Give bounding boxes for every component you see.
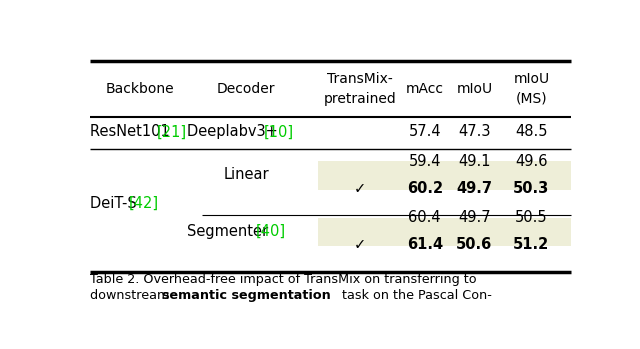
Text: Backbone: Backbone (105, 82, 174, 96)
Text: TransMix-
pretrained: TransMix- pretrained (324, 72, 397, 106)
Text: ✓: ✓ (354, 237, 366, 252)
Text: ResNet101: ResNet101 (90, 124, 174, 139)
Text: DeiT-S: DeiT-S (90, 196, 141, 211)
Text: 60.2: 60.2 (406, 181, 443, 196)
Text: mIoU: mIoU (456, 82, 492, 96)
Text: Segmenter: Segmenter (187, 224, 273, 239)
Text: 59.4: 59.4 (408, 154, 441, 169)
Text: [40]: [40] (256, 224, 286, 239)
Text: Linear: Linear (223, 168, 269, 183)
Text: 51.2: 51.2 (513, 237, 550, 252)
Text: semantic segmentation: semantic segmentation (162, 289, 331, 302)
Text: [10]: [10] (264, 124, 294, 139)
Text: 50.3: 50.3 (513, 181, 550, 196)
Text: 50.5: 50.5 (515, 210, 548, 225)
Text: [21]: [21] (157, 124, 187, 139)
Text: task on the Pascal Con-: task on the Pascal Con- (338, 289, 492, 302)
Text: 48.5: 48.5 (515, 124, 548, 139)
Text: Table 2. Overhead-free impact of TransMix on transferring to: Table 2. Overhead-free impact of TransMi… (90, 273, 477, 286)
Text: 49.7: 49.7 (458, 210, 491, 225)
Text: ✓: ✓ (354, 181, 366, 196)
Text: 49.1: 49.1 (458, 154, 491, 169)
Text: 57.4: 57.4 (408, 124, 441, 139)
Text: 49.7: 49.7 (456, 181, 492, 196)
Text: 49.6: 49.6 (515, 154, 548, 169)
Text: Decoder: Decoder (217, 82, 275, 96)
Text: 61.4: 61.4 (406, 237, 443, 252)
Text: 50.6: 50.6 (456, 237, 492, 252)
Text: Deeplabv3+: Deeplabv3+ (187, 124, 282, 139)
Text: 47.3: 47.3 (458, 124, 491, 139)
Text: [42]: [42] (129, 196, 159, 211)
Text: mIoU
(MS): mIoU (MS) (513, 72, 549, 106)
Text: mAcc: mAcc (406, 82, 444, 96)
Text: downstream: downstream (90, 289, 173, 302)
Text: 60.4: 60.4 (408, 210, 441, 225)
